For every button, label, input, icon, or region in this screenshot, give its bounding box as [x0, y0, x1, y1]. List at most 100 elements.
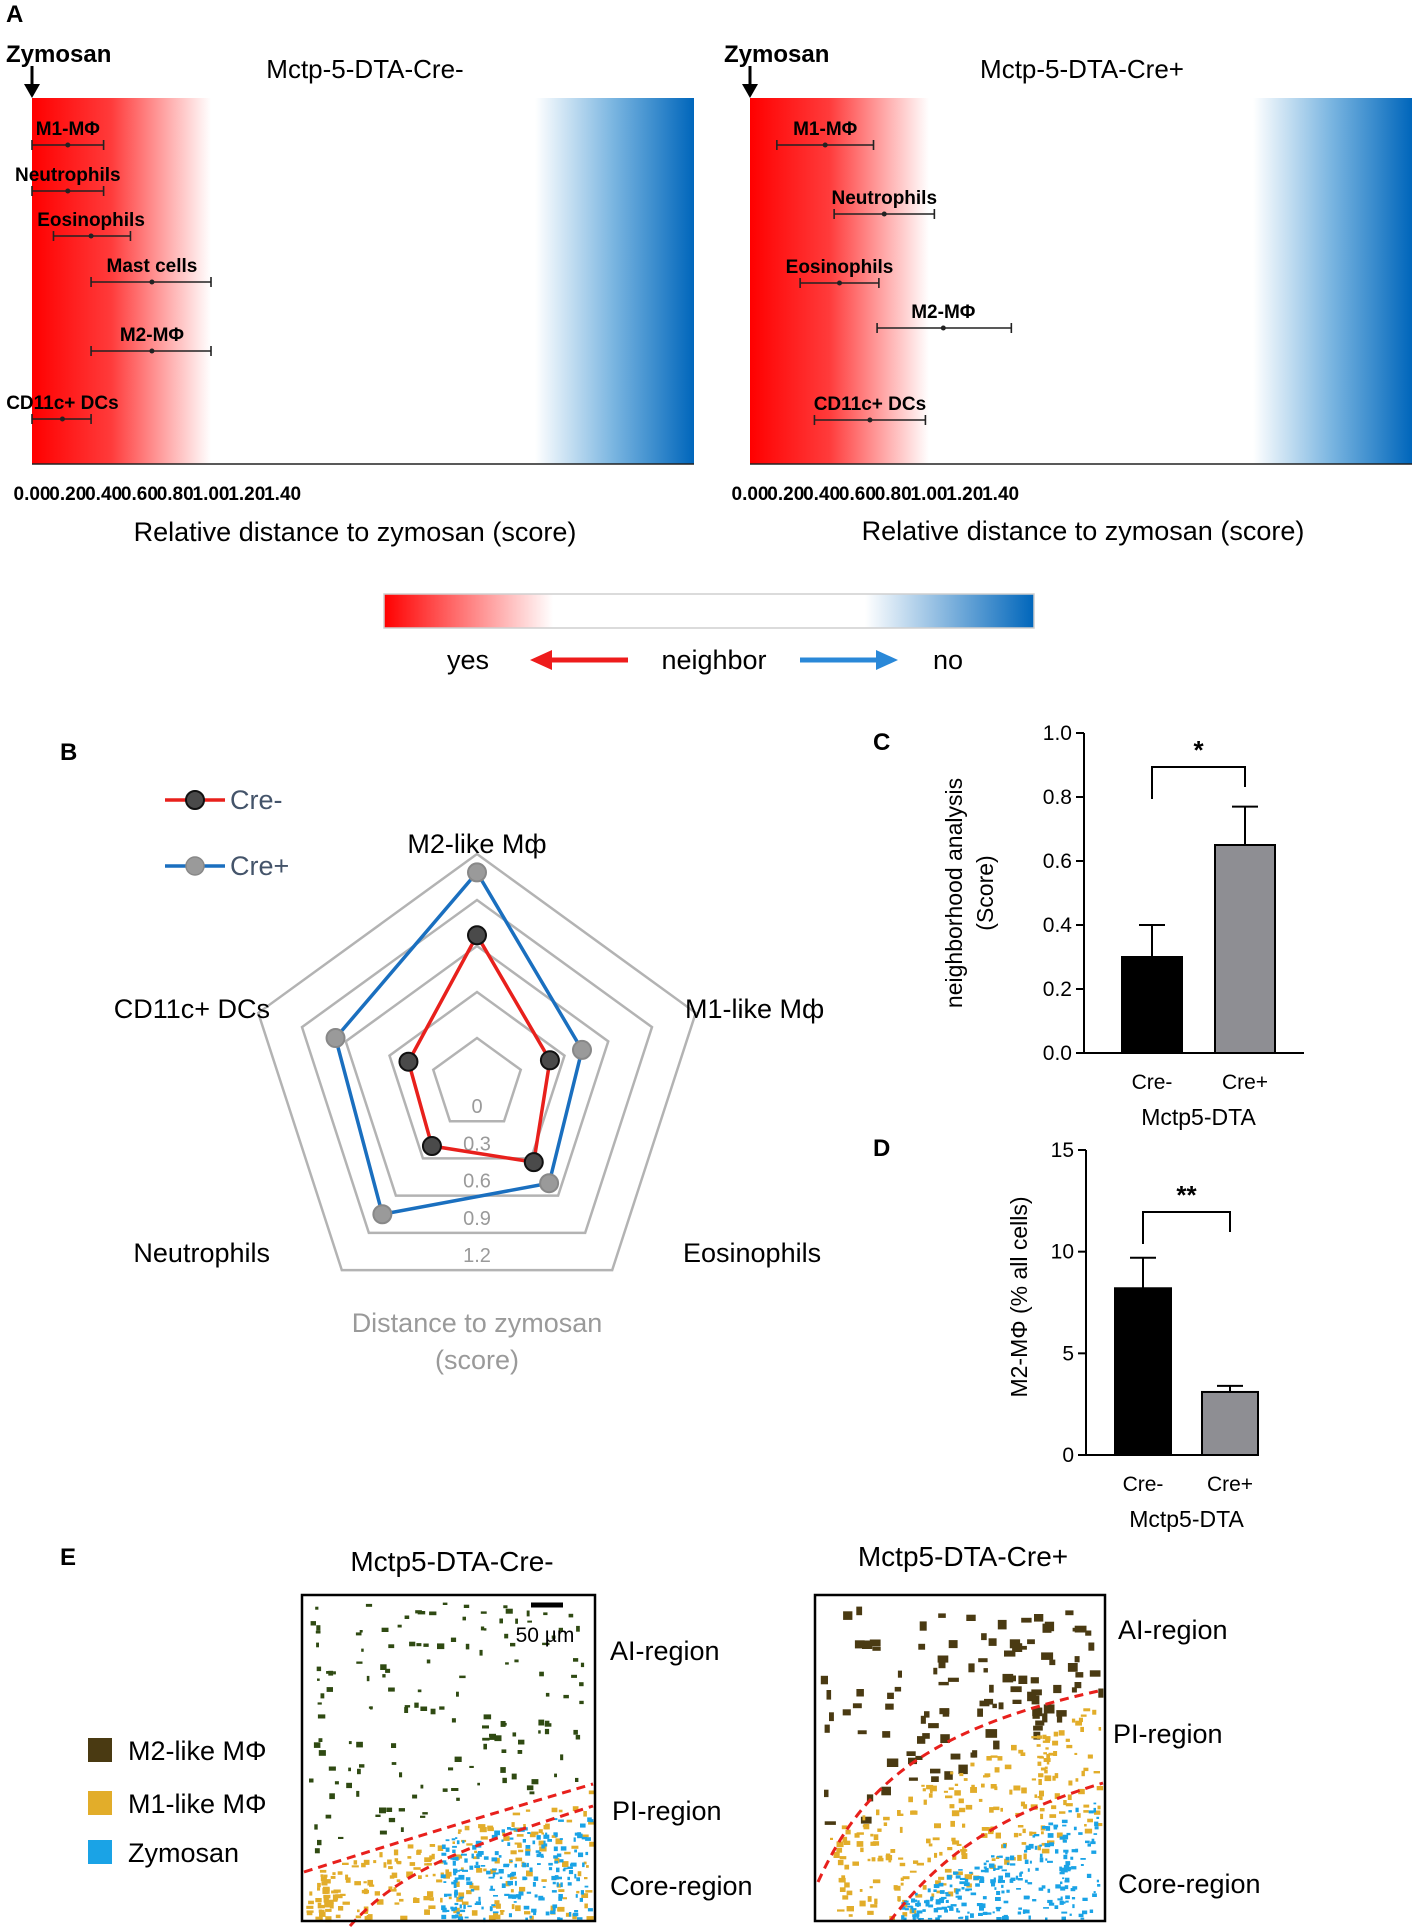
m1-cell-dot — [379, 1852, 383, 1858]
m2-cell-dot — [415, 1610, 422, 1614]
m1-cell-dot — [1044, 1769, 1048, 1774]
x-tick-label: 0.40 — [85, 484, 122, 505]
m1-cell-dot — [452, 1841, 455, 1844]
m2-cell-dot — [355, 1632, 362, 1636]
m2-cell-dot — [1004, 1650, 1016, 1657]
y-tick-label: 1.0 — [1043, 722, 1072, 745]
zymosan-dot — [544, 1843, 548, 1847]
zymosan-dot — [516, 1894, 521, 1898]
m2-cell-dot — [317, 1678, 320, 1681]
m1-cell-dot — [923, 1799, 927, 1805]
m2-cell-dot — [356, 1741, 363, 1748]
radar-axis-label: CD11c+ DCs — [114, 994, 270, 1024]
m1-cell-dot — [996, 1856, 1000, 1859]
m1-cell-dot — [329, 1902, 334, 1909]
m2-cell-dot — [560, 1754, 564, 1761]
zymosan-dot — [454, 1877, 459, 1881]
zymosan-dot — [1060, 1867, 1067, 1872]
m1-cell-dot — [870, 1833, 874, 1837]
zymosan-dot — [935, 1899, 941, 1904]
m2-cell-dot — [944, 1771, 953, 1780]
m2-cell-dot — [313, 1742, 321, 1748]
m2-cell-dot — [920, 1715, 926, 1724]
m1-cell-dot — [407, 1844, 414, 1849]
m1-cell-dot — [1063, 1800, 1067, 1806]
radar-point — [539, 1173, 560, 1194]
m1-cell-dot — [994, 1767, 1000, 1773]
m1-cell-dot — [931, 1893, 935, 1898]
m1-cell-dot — [947, 1891, 954, 1897]
zymosan-dot — [1001, 1890, 1005, 1894]
m2-cell-dot — [543, 1612, 548, 1616]
zymosan-dot — [925, 1899, 930, 1905]
m2-cell-dot — [966, 1614, 976, 1621]
radar-axis-label: Neutrophils — [133, 1238, 270, 1268]
m1-cell-dot — [428, 1905, 436, 1909]
m1-cell-dot — [1011, 1744, 1017, 1751]
legend-cre-minus-label: Cre- — [230, 785, 283, 815]
m1-cell-dot — [867, 1858, 871, 1862]
zymosan-dot — [489, 1906, 493, 1911]
m1-cell-dot — [1038, 1773, 1044, 1778]
m1-cell-dot — [899, 1862, 906, 1867]
zymosan-dot — [1075, 1807, 1079, 1813]
zymosan-dot — [994, 1868, 1000, 1870]
zymosan-dot — [510, 1828, 516, 1831]
m2-cell-dot — [477, 1782, 480, 1786]
m1-cell-dot — [1023, 1804, 1028, 1809]
m2-cell-dot — [502, 1777, 507, 1784]
scale-bar-label: 50 µm — [516, 1624, 575, 1647]
m1-cell-dot — [1013, 1832, 1019, 1838]
region-ai-left: AI-region — [610, 1636, 720, 1666]
zymosan-dot — [451, 1881, 457, 1885]
zymosan-dot — [533, 1876, 539, 1881]
m1-cell-dot — [1000, 1807, 1003, 1812]
m2-cell-dot — [423, 1643, 429, 1647]
m1-cell-dot — [502, 1831, 506, 1836]
zymosan-dot — [1061, 1911, 1068, 1914]
m2-cell-dot — [451, 1788, 459, 1791]
micrograph-title-left: Mctp5-DTA-Cre- — [350, 1546, 553, 1577]
zymosan-dot — [510, 1873, 515, 1877]
m2-cell-dot — [456, 1691, 459, 1697]
m1-cell-dot — [1054, 1793, 1060, 1799]
region-pi-left: PI-region — [612, 1796, 722, 1826]
m2-cell-dot — [526, 1610, 530, 1617]
zymosan-dot — [1024, 1879, 1028, 1883]
m1-cell-dot — [332, 1872, 336, 1876]
m1-cell-dot — [555, 1838, 563, 1845]
zymosan-dot — [1064, 1877, 1070, 1883]
m2-cell-dot — [1010, 1686, 1022, 1693]
m1-cell-dot — [1067, 1794, 1072, 1800]
m2-cell-dot — [386, 1807, 393, 1812]
y-tick-label: 0 — [1062, 1444, 1074, 1467]
m2-cell-dot — [1074, 1682, 1082, 1689]
radar-point — [571, 1039, 592, 1060]
zymosan-dot — [983, 1862, 987, 1866]
m1-cell-dot — [947, 1847, 953, 1851]
m2-cell-dot — [579, 1700, 584, 1705]
zymosan-dot — [1016, 1888, 1021, 1890]
m2-cell-dot — [885, 1703, 894, 1710]
m1-cell-dot — [487, 1825, 494, 1830]
m2-cell-dot — [400, 1827, 404, 1832]
m2-cell-dot — [544, 1728, 550, 1735]
zymosan-dot — [577, 1833, 583, 1839]
m1-cell-dot — [1039, 1808, 1045, 1812]
x-tick-label: Cre- — [1132, 1071, 1173, 1094]
zymosan-dot — [489, 1888, 496, 1891]
m2-cell-dot — [499, 1618, 503, 1624]
m2-cell-dot — [437, 1643, 445, 1650]
m1-cell-dot — [512, 1812, 521, 1816]
m1-cell-dot — [458, 1829, 462, 1832]
m2-cell-dot — [984, 1698, 994, 1705]
m2-cell-dot — [333, 1671, 336, 1675]
m1-cell-dot — [1053, 1731, 1059, 1737]
zymosan-dot — [469, 1865, 474, 1870]
zymosan-dot — [982, 1896, 987, 1900]
radar-ring-label: 0 — [471, 1096, 482, 1118]
m2-cell-dot — [856, 1689, 864, 1697]
m1-cell-dot — [413, 1867, 421, 1870]
m1-cell-dot — [993, 1806, 1000, 1811]
m1-cell-dot — [836, 1847, 843, 1853]
